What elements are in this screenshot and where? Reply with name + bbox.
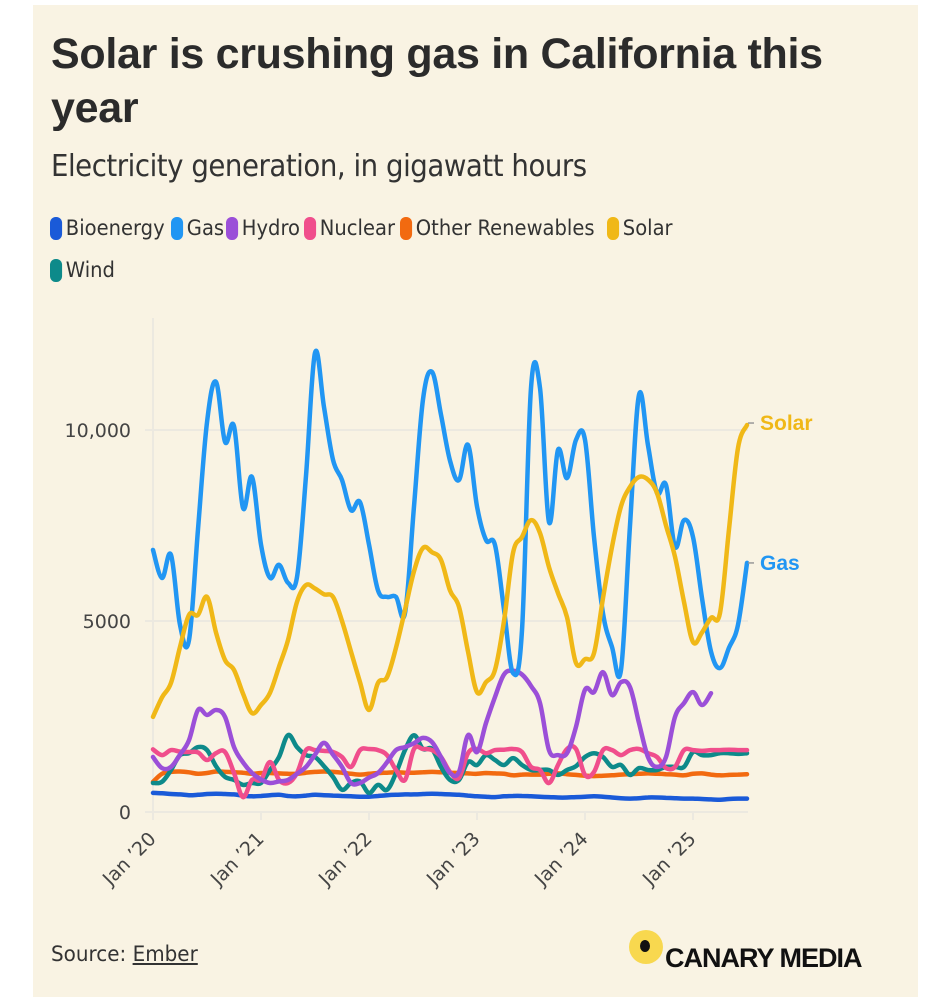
chart-legend: Bioenergy Gas Hydro Nuclear Other Renewables…: [50, 213, 870, 285]
series-line-gas: [150, 348, 750, 680]
x-tick-label: Jan ’22: [314, 828, 377, 891]
end-label-solar: Solar: [760, 412, 813, 435]
legend-item-hydro[interactable]: Hydro: [226, 213, 300, 243]
x-tick-label: Jan ’20: [98, 828, 161, 891]
x-tick-label: Jan ’21: [206, 828, 269, 891]
y-tick-label: 10,000: [65, 420, 131, 442]
series-line-solar: [150, 422, 750, 720]
legend-item-wind[interactable]: Wind: [50, 255, 115, 285]
source-note: Source: Ember: [51, 942, 198, 966]
legend-label: Wind: [65, 258, 115, 282]
legend-item-solar[interactable]: Solar: [606, 213, 673, 243]
x-tick-label: Jan ’24: [530, 828, 593, 891]
legend-item-other-renewables[interactable]: Other Renewables: [399, 213, 595, 243]
canary-logo-icon: [629, 929, 663, 964]
legend-swatch: [226, 216, 239, 240]
x-tick-label: Jan ’23: [422, 828, 485, 891]
series-line-bioenergy: [150, 790, 750, 803]
legend-label: Bioenergy: [65, 216, 165, 240]
legend-swatch: [50, 258, 63, 282]
y-tick-label: 0: [119, 802, 131, 824]
legend-item-nuclear[interactable]: Nuclear: [303, 213, 395, 243]
chart-subtitle: Electricity generation, in gigawatt hour…: [51, 149, 587, 184]
end-label-gas: Gas: [760, 552, 800, 575]
series-line-hydro: [150, 668, 714, 787]
legend-label: Solar: [622, 216, 673, 240]
source-prefix: Source:: [51, 942, 133, 966]
legend-label: Other Renewables: [415, 216, 595, 240]
brand-name: CANARY MEDIA: [665, 943, 863, 973]
legend-item-bioenergy[interactable]: Bioenergy: [50, 213, 165, 243]
legend-label: Gas: [187, 216, 225, 240]
legend-item-gas[interactable]: Gas: [171, 213, 224, 243]
legend-swatch: [50, 216, 63, 240]
legend-label: Hydro: [242, 216, 301, 240]
source-link[interactable]: Ember: [132, 942, 198, 966]
x-tick-label: Jan ’25: [638, 828, 701, 891]
legend-swatch: [606, 216, 620, 240]
y-tick-label: 5000: [83, 611, 131, 633]
legend-swatch: [303, 216, 317, 240]
chart-card: Solar is crushing gas in California this…: [33, 5, 918, 997]
legend-swatch: [171, 216, 184, 240]
legend-label: Nuclear: [319, 216, 395, 240]
legend-swatch: [399, 216, 412, 240]
brand-logo: CANARY MEDIA: [629, 929, 863, 974]
chart-title: Solar is crushing gas in California this…: [51, 30, 823, 132]
